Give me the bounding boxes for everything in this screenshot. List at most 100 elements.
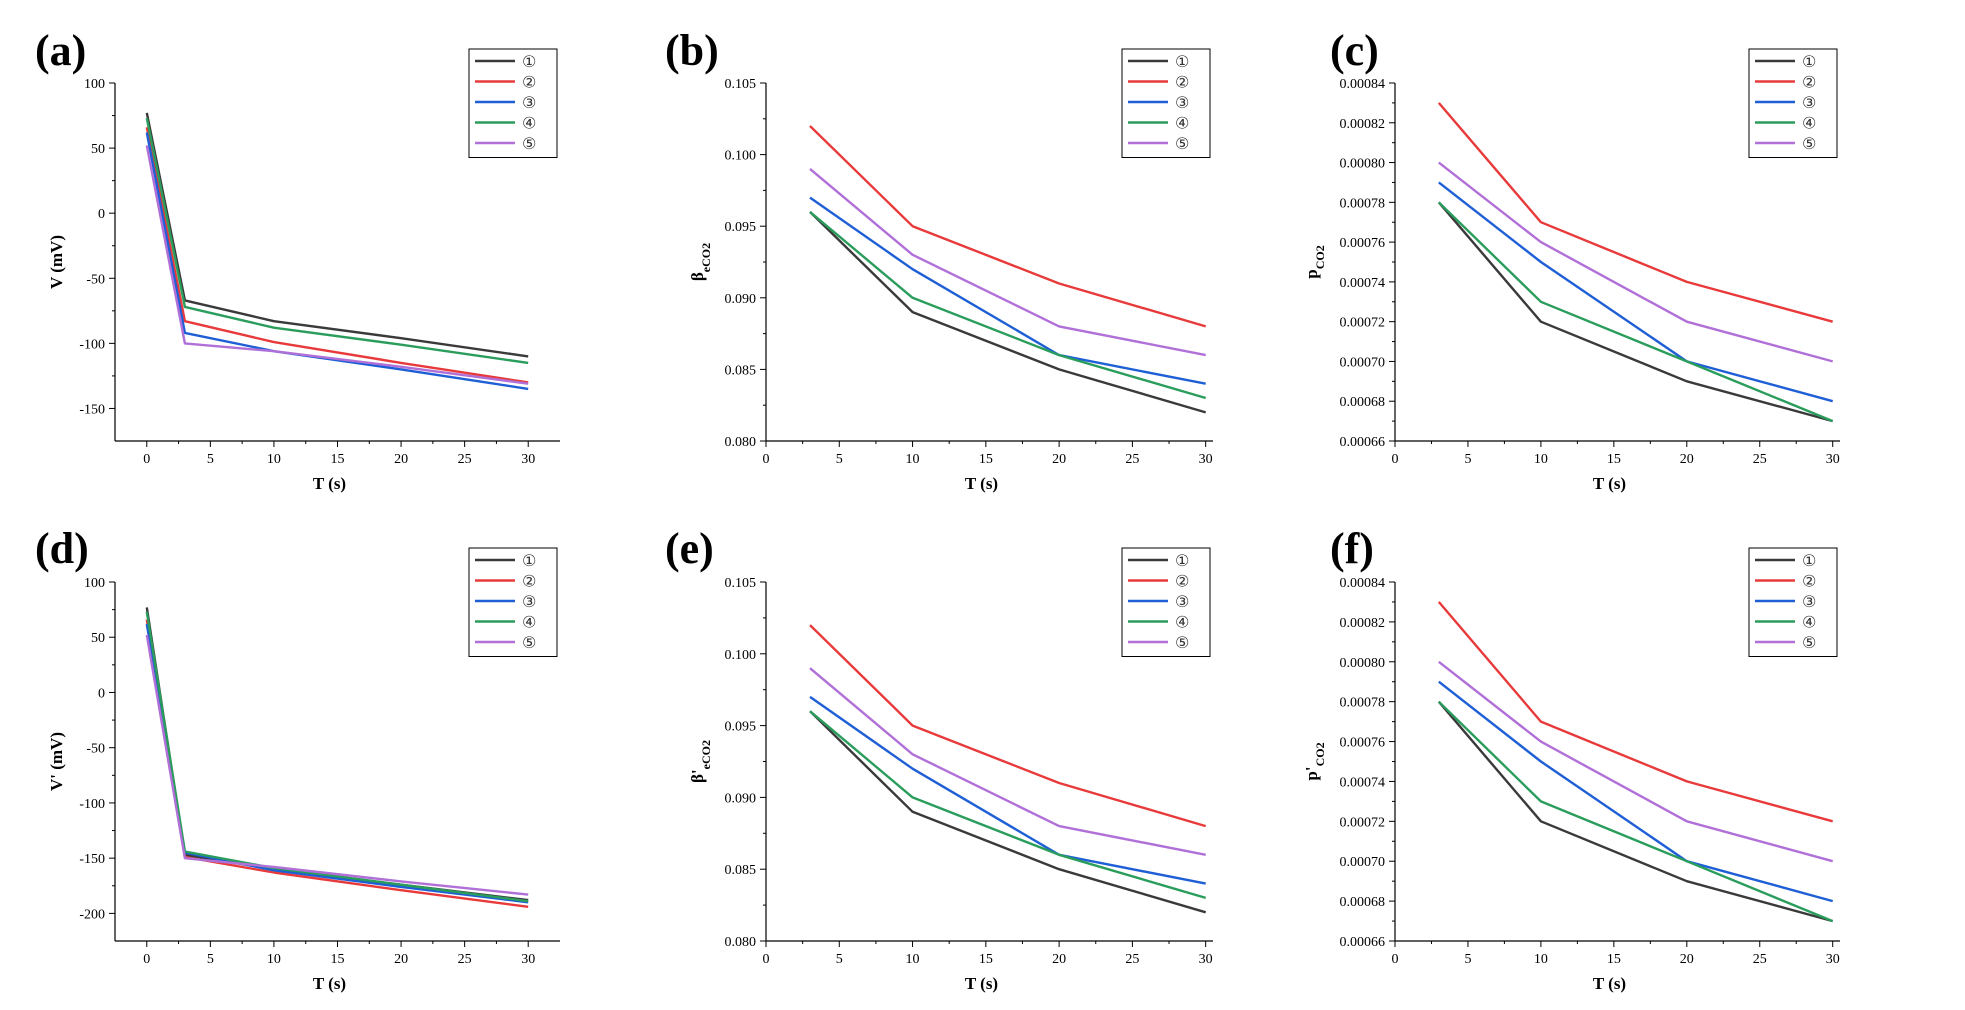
series-line-2 [145,127,529,384]
x-tick-label: 5 [1464,452,1471,467]
series-line-2 [1437,601,1834,823]
x-axis-title: T (s) [1593,474,1626,493]
y-tick-label: -200 [79,907,105,922]
x-tick-label: 0 [763,952,770,967]
series-line-2 [145,619,529,908]
legend: ① ②③ ④⑤ [1748,547,1838,657]
x-tick-label: 15 [1607,952,1621,967]
y-tick-label: 0.085 [725,363,757,378]
y-axis-title: βeCO2 [688,243,713,281]
x-tick-label: 15 [331,952,345,967]
y-tick-label: 0.100 [725,648,757,663]
y-axis-title-subscript: eCO2 [699,243,713,272]
legend-label-1: ① [1802,551,1816,570]
x-tick-label: 5 [836,952,843,967]
legend-label-1: ① [1175,52,1189,71]
x-tick-label: 0 [1392,452,1399,467]
y-tick-label: -150 [79,402,105,417]
x-tick-label: 10 [1534,452,1548,467]
series-line-5 [809,667,1206,856]
series-line-2 [1437,102,1834,323]
x-tick-label: 0 [763,452,770,467]
legend-label-2: ② [1802,73,1816,92]
x-tick-label: 30 [521,952,535,967]
y-axis-title-subscript: CO2 [1313,742,1327,766]
legend-label-4: ④ [522,114,536,133]
y-tick-label: 0.00076 [1340,736,1386,751]
chart-panel-c: (c) 0 5 10 15 20 25 30 0.00066 0.00068 0.00070 0.00… [1302,26,1840,493]
legend-label-2: ② [522,572,536,591]
x-tick-label: 20 [1680,952,1694,967]
y-tick-label: 0.00070 [1340,355,1386,370]
series-line-2 [809,125,1207,328]
y-axis-title: p'CO2 [1302,742,1327,780]
y-tick-label: 100 [84,576,105,591]
y-tick-label: -50 [86,272,105,287]
x-tick-label: 30 [1199,952,1213,967]
series-line-4 [809,710,1207,900]
legend-label-1: ① [1175,551,1189,570]
y-tick-label: 0.00078 [1340,196,1386,211]
y-tick-label: 0.080 [725,435,757,450]
y-tick-label: 0.00084 [1340,77,1386,92]
x-tick-label: 0 [143,452,150,467]
x-tick-label: 10 [906,452,920,467]
legend-label-5: ⑤ [1802,633,1816,652]
series-line-5 [1438,161,1834,363]
y-tick-label: 0.00066 [1340,435,1386,450]
y-tick-label: 0.00078 [1340,696,1386,711]
panel-letter: (b) [665,26,719,75]
y-tick-label: 0.00070 [1340,855,1386,870]
x-tick-label: 25 [1753,952,1767,967]
series-line-1 [1437,700,1834,923]
x-tick-label: 15 [331,452,345,467]
legend-label-5: ⑤ [1802,134,1816,153]
y-tick-label: -150 [79,852,105,867]
legend-label-5: ⑤ [522,633,536,652]
y-axis-title: β'eCO2 [688,740,713,783]
legend-label-4: ④ [522,613,536,632]
series-line-3 [1438,680,1834,903]
legend-label-3: ③ [1175,592,1189,611]
series-line-1 [145,112,529,358]
legend: ① ②③ ④⑤ [468,547,558,657]
y-tick-label: 0.00082 [1340,117,1386,132]
series-line-1 [809,710,1207,914]
legend-label-2: ② [1175,73,1189,92]
legend-label-3: ③ [1802,592,1816,611]
y-tick-label: 0.00072 [1340,316,1386,331]
x-tick-label: 30 [1199,452,1213,467]
y-tick-label: 0.00080 [1340,656,1386,671]
x-tick-label: 30 [1826,952,1840,967]
y-tick-label: 0.00082 [1340,616,1386,631]
x-tick-label: 10 [267,452,281,467]
legend-label-1: ① [522,52,536,71]
y-tick-label: 0.095 [725,220,757,235]
x-axis-title: T (s) [965,474,998,493]
y-tick-label: 0.105 [725,576,757,591]
x-tick-label: 25 [458,952,472,967]
x-axis-title: T (s) [1593,974,1626,993]
legend-label-3: ③ [522,592,536,611]
y-tick-label: -100 [79,797,105,812]
panel-letter: (d) [35,524,89,573]
legend-label-3: ③ [1175,93,1189,112]
x-axis-title: T (s) [313,974,346,993]
x-tick-label: 10 [267,952,281,967]
chart-panel-b: (b) 0 5 10 15 20 25 30 0.080 0.085 0.090 0.095 0.100… [665,26,1213,493]
y-tick-label: 0.080 [725,935,757,950]
series-line-4 [1437,700,1834,923]
legend-label-2: ② [1802,572,1816,591]
legend: ① ②③ ④⑤ [1121,48,1211,158]
y-tick-label: 0.00074 [1340,775,1386,790]
series-line-5 [1438,660,1834,863]
x-tick-label: 20 [1680,452,1694,467]
x-tick-label: 25 [1753,452,1767,467]
y-tick-label: 0.090 [725,791,757,806]
x-tick-label: 5 [207,952,214,967]
y-axis-title-subscript: eCO2 [699,740,713,769]
chart-panel-d: (d) 0 5 10 15 20 25 30 100 50 0 -50 -100 -150 -200 T (s… [35,524,560,993]
legend-label-4: ④ [1802,613,1816,632]
series-line-5 [145,145,529,385]
